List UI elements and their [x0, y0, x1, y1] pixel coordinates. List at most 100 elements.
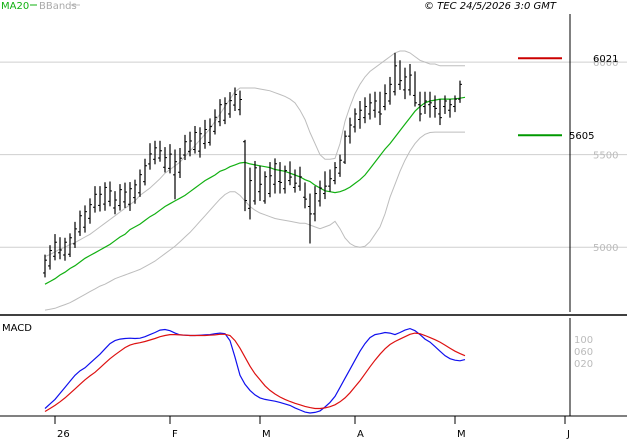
ohlc-bar: [263, 171, 267, 204]
ohlc-bar: [228, 92, 232, 118]
ohlc-bar: [73, 221, 77, 248]
ohlc-bar: [373, 91, 377, 118]
ohlc-bar: [303, 182, 307, 209]
ohlc-bar: [458, 80, 462, 103]
ohlc-bar: [418, 91, 422, 122]
price-gridlines: [0, 61, 627, 248]
bb-legend-label: BBands: [39, 1, 77, 12]
ohlc-bar: [133, 179, 137, 204]
ohlc-bar: [273, 158, 277, 194]
ohlc-bar: [453, 95, 457, 113]
ohlc-bar: [98, 186, 102, 212]
ohlc-bar: [233, 87, 237, 111]
ohlc-bar: [338, 154, 342, 177]
ohlc-bar: [333, 162, 337, 185]
time-axis-ticks: 26 F M A M J: [54, 416, 570, 440]
ma-legend-label: MA20: [1, 1, 29, 12]
ohlc-bar: [383, 84, 387, 111]
time-tick-label: M: [457, 429, 466, 440]
ohlc-bar: [113, 191, 117, 215]
price-tick-label: 5000: [593, 243, 618, 254]
price-tick-label: 5500: [593, 151, 618, 162]
ohlc-bar: [353, 108, 357, 133]
ohlc-bar: [348, 117, 352, 144]
ohlc-bar: [178, 148, 182, 178]
signal-line: [44, 332, 466, 413]
ohlc-bar: [138, 169, 142, 197]
ohlc-bar: [398, 60, 402, 90]
ohlc-bar: [253, 160, 257, 205]
time-tick-label: M: [262, 429, 271, 440]
ohlc-bar: [118, 184, 122, 211]
ohlc-bar: [183, 134, 187, 161]
ohlc-bar: [288, 161, 292, 186]
time-tick-label: J: [566, 429, 570, 440]
macd-line: [44, 327, 466, 414]
ohlc-bar: [313, 186, 317, 222]
price-axis-labels: 5000 5500 6000: [593, 58, 618, 254]
ohlc-bar: [423, 91, 427, 114]
ohlc-bar: [413, 71, 417, 107]
source-credit: © TEC 24/5/2026 3:0 GMT: [424, 1, 557, 12]
ohlc-bar: [293, 169, 297, 193]
ohlc-bar: [128, 182, 132, 211]
ohlc-bar: [203, 119, 207, 149]
bb-upper-line: [44, 50, 465, 257]
ohlc-bar: [318, 180, 322, 207]
ohlc-bar: [243, 139, 247, 212]
ohlc-bar: [223, 97, 227, 125]
ohlc-bar: [123, 182, 127, 208]
ohlc-bar: [363, 97, 367, 124]
ohlc-bar: [208, 118, 212, 146]
ohlc-bar: [298, 166, 302, 191]
ohlc-bar: [393, 52, 397, 96]
ohlc-bar: [173, 149, 177, 200]
ohlc-bar: [258, 165, 262, 201]
ohlc-bar: [438, 99, 442, 126]
ohlc-bar: [248, 167, 252, 220]
ohlc-bar: [368, 93, 372, 120]
ohlc-bar: [433, 95, 437, 118]
ohlc-bar: [58, 237, 62, 260]
macd-tick-label: 020: [574, 359, 593, 370]
ohlc-bar: [308, 193, 312, 244]
price-tick-label: 6000: [593, 58, 618, 69]
ohlc-bar: [108, 181, 112, 207]
ohlc-bar: [88, 198, 92, 224]
ohlc-bar: [448, 99, 452, 118]
ohlc-bar: [378, 91, 382, 126]
ohlc-bar: [188, 131, 192, 157]
ohlc-bar: [53, 234, 57, 261]
ohlc-bar: [403, 67, 407, 100]
ohlc-bar: [143, 158, 147, 186]
ohlc-bar: [78, 210, 82, 236]
ohlc-bar: [443, 95, 447, 114]
ohlc-bar: [153, 140, 157, 165]
time-axis: 26 F M A M J: [0, 415, 627, 440]
ohlc-bar: [43, 254, 47, 278]
ohlc-bar: [358, 100, 362, 129]
ohlc-bar: [343, 130, 347, 164]
macd-label: MACD: [2, 323, 32, 334]
ohlc-bar: [103, 182, 107, 211]
ohlc-bar: [68, 233, 72, 258]
price-pane: 5000 5500 6000 6021 5605: [0, 14, 627, 312]
ohlc-bar: [428, 91, 432, 118]
time-tick-label: A: [357, 429, 364, 440]
ohlc-bar: [63, 237, 67, 261]
ohlc-bar: [48, 245, 52, 270]
resistance-label: 6021: [593, 54, 618, 65]
ohlc-bar: [238, 90, 242, 116]
ohlc-bar: [408, 63, 412, 96]
ohlc-bar: [148, 143, 152, 170]
ohlc-bar: [168, 144, 172, 174]
chart-header: MA20 BBands © TEC 24/5/2026 3:0 GMT: [1, 1, 557, 12]
ohlc-bar: [218, 99, 222, 127]
macd-tick-label: 060: [574, 347, 593, 358]
ohlc-bar: [278, 162, 282, 194]
time-tick-label: F: [172, 429, 178, 440]
ohlc-bar: [158, 140, 162, 162]
